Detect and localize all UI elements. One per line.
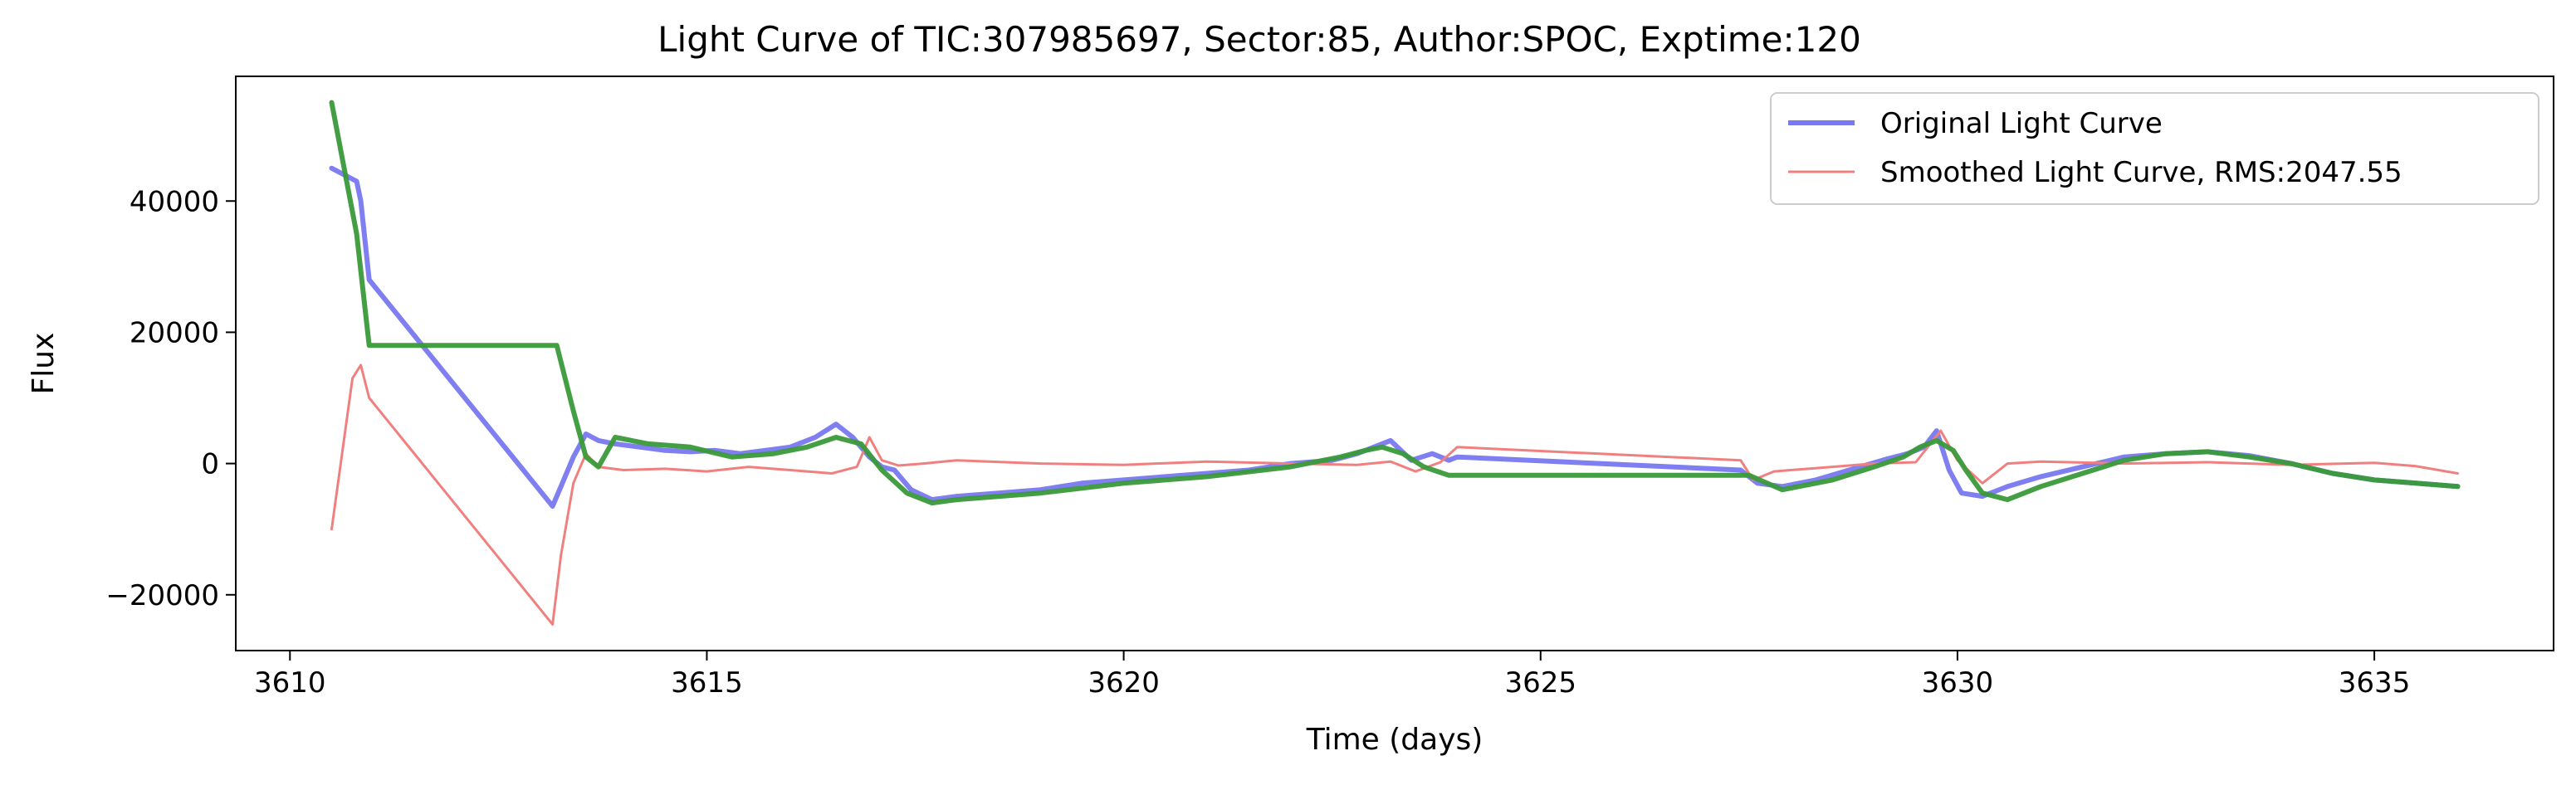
legend: Original Light Curve Smoothed Light Curv… <box>1770 92 2539 205</box>
y-axis-label: Flux <box>27 333 61 395</box>
series-layer <box>329 100 2461 626</box>
legend-label-smoothed: Smoothed Light Curve, RMS:2047.55 <box>1880 156 2402 189</box>
x-tick-label: 3630 <box>1922 666 1994 700</box>
y-axis-ticks: −20000 0 20000 40000 <box>105 185 236 612</box>
x-tick-label: 3610 <box>254 666 326 700</box>
chart-title: Light Curve of TIC:307985697, Sector:85,… <box>657 19 1861 60</box>
y-tick-label: 20000 <box>130 316 219 349</box>
x-tick-label: 3635 <box>2339 666 2411 700</box>
x-tick-label: 3615 <box>671 666 743 700</box>
x-axis-label: Time (days) <box>1306 723 1484 757</box>
legend-box <box>1770 92 2539 205</box>
legend-label-original: Original Light Curve <box>1880 107 2163 140</box>
y-tick-label: 0 <box>201 448 219 481</box>
x-tick-label: 3620 <box>1088 666 1160 700</box>
x-tick-label: 3625 <box>1504 666 1576 700</box>
plot-frame <box>235 76 2554 651</box>
x-axis-ticks: 3610 3615 3620 3625 3630 3635 <box>254 651 2410 700</box>
y-tick-label: −20000 <box>105 579 219 612</box>
y-tick-label: 40000 <box>130 185 219 218</box>
series-line-third <box>329 100 2461 506</box>
